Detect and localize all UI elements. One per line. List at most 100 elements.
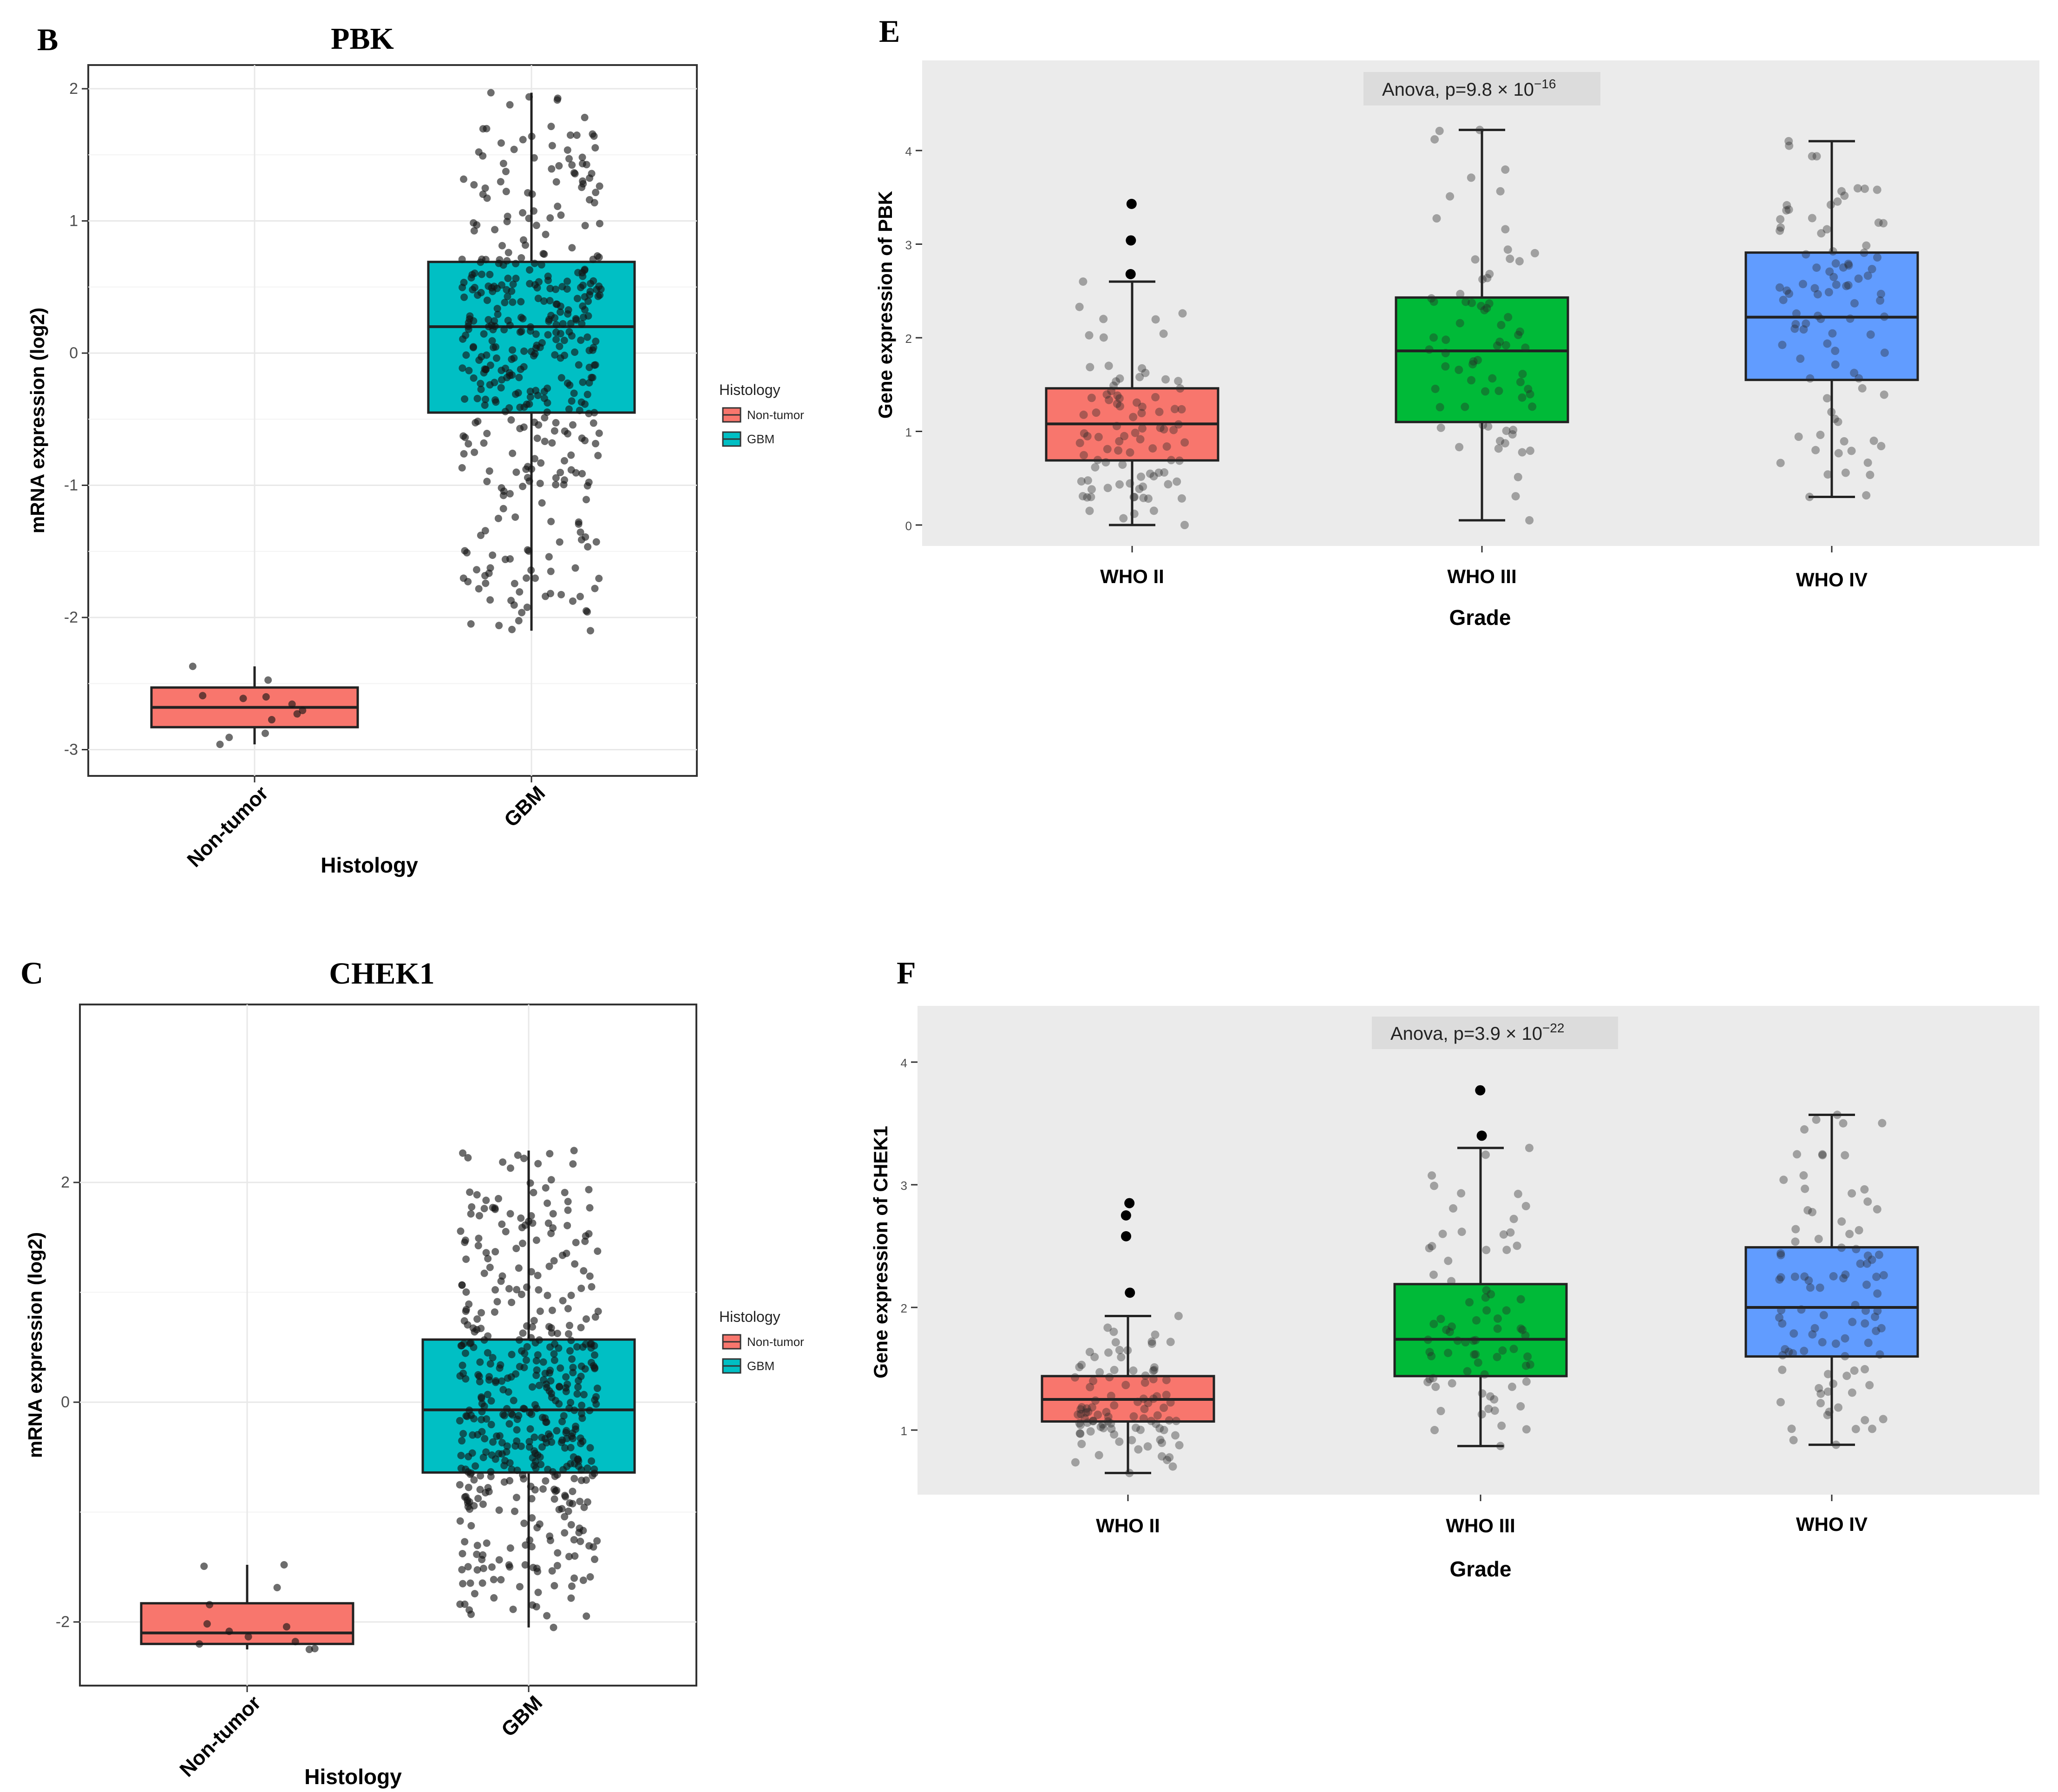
chart-e-who-ii-point — [1105, 395, 1114, 404]
chart-f-who-ii-point — [1071, 1458, 1080, 1467]
chart-e-who-ii-point — [1114, 446, 1123, 455]
chart-c-y-axis-label: mRNA expression (log2) — [24, 1232, 46, 1458]
chart-b-gbm-point — [553, 300, 561, 308]
chart-f-who-iii-point — [1423, 1378, 1432, 1386]
chart-f-who-iv-point — [1800, 1346, 1809, 1355]
chart-b-gbm-point — [477, 380, 485, 387]
chart-b-legend-title: Histology — [719, 381, 780, 398]
chart-c-gbm-point — [495, 1556, 503, 1564]
chart-b-gbm-point — [474, 417, 482, 425]
chart-c-gbm-point — [497, 1361, 505, 1369]
chart-f-who-iii-point — [1429, 1270, 1438, 1279]
chart-b-gbm-point — [525, 477, 533, 485]
chart-b-gbm-point — [526, 393, 534, 401]
chart-e-who-iii-point — [1456, 289, 1465, 298]
chart-c-gbm-point — [506, 1544, 514, 1552]
chart-f-who-iv-point — [1875, 1350, 1884, 1359]
chart-c-gbm-point — [537, 1460, 545, 1468]
chart-f-who-ii-point — [1149, 1375, 1158, 1384]
chart-c-gbm-point — [465, 1483, 472, 1491]
chart-f-who-iii-point — [1474, 1358, 1482, 1367]
chart-f-who-ii-point — [1174, 1312, 1183, 1320]
chart-b-gbm-point — [591, 584, 599, 592]
chart-c-gbm-point — [515, 1264, 523, 1272]
chart-b-gbm-point — [552, 335, 560, 343]
chart-e-who-iii-point — [1461, 402, 1469, 411]
chart-b-gbm-point — [509, 298, 517, 306]
chart-c-gbm-point — [474, 1242, 482, 1250]
chart-f-who-ii-point — [1081, 1408, 1090, 1417]
chart-e-who-iv-point — [1855, 374, 1863, 383]
chart-c-gbm-point — [487, 1397, 495, 1405]
chart-b-gbm-point — [497, 178, 505, 186]
chart-e-who-iv-point — [1776, 215, 1785, 224]
chart-f-who-iv-point — [1839, 1274, 1848, 1283]
chart-e-y-tick-label: 2 — [905, 332, 912, 346]
chart-c-gbm-point — [548, 1306, 556, 1314]
chart-c-gbm-point — [577, 1324, 585, 1332]
chart-c-non-tumor-point — [273, 1583, 281, 1591]
chart-b-gbm-point — [467, 620, 475, 628]
chart-b-gbm-point — [479, 190, 487, 198]
chart-f-who-ii-point — [1075, 1429, 1084, 1438]
chart-c-gbm-point — [521, 1350, 529, 1358]
chart-f-who-iii-point — [1493, 1314, 1502, 1323]
chart-b-gbm-point — [480, 439, 488, 447]
chart-f-who-iv-point — [1878, 1119, 1887, 1128]
chart-c-title: CHEK1 — [329, 957, 434, 991]
chart-b-gbm-point — [531, 350, 539, 358]
chart-f-who-iii-point — [1463, 1367, 1472, 1376]
chart-e-who-iii-point — [1475, 125, 1484, 134]
chart-b-gbm-point — [565, 405, 573, 413]
chart-e-who-iv-point — [1831, 347, 1840, 355]
chart-c-gbm-point — [566, 1347, 574, 1355]
chart-b-y-tick-label: -1 — [64, 477, 78, 494]
chart-e-who-iii-point — [1493, 341, 1501, 350]
chart-f-who-ii-point — [1149, 1366, 1158, 1375]
chart-c-gbm-point — [555, 1505, 563, 1513]
chart-e-who-ii-point — [1161, 375, 1170, 384]
chart-b-gbm-point — [576, 592, 584, 600]
chart-f-who-ii-point — [1115, 1438, 1124, 1446]
chart-f-who-ii-point — [1095, 1368, 1104, 1377]
chart-f-who-iv-point — [1877, 1324, 1886, 1333]
chart-c-gbm-point — [489, 1354, 497, 1362]
chart-f-who-iv-point — [1860, 1185, 1869, 1194]
chart-e-annotation-text: Anova, p=9.8 × 10−16 — [1382, 77, 1556, 100]
chart-e-who-iii-point — [1462, 297, 1470, 306]
chart-e-who-iii-point — [1467, 173, 1475, 182]
chart-e-who-iv-point — [1862, 491, 1871, 500]
chart-b-gbm-point — [560, 457, 568, 465]
chart-f-who-ii-point — [1107, 1392, 1115, 1400]
chart-b-gbm-point — [587, 280, 595, 288]
chart-b-gbm-point — [511, 390, 519, 398]
chart-e-who-iv-point — [1840, 191, 1849, 200]
chart-c-gbm-point — [539, 1358, 547, 1366]
chart-c-gbm-point — [520, 1405, 528, 1413]
chart-c-gbm-point — [497, 1576, 505, 1584]
chart-f-who-iii-point — [1430, 1426, 1439, 1435]
chart-b-gbm-point — [564, 146, 571, 154]
chart-f-who-iii-point — [1487, 1290, 1495, 1299]
chart-e-who-iii-point — [1479, 421, 1488, 430]
chart-e-who-iii-point — [1480, 306, 1489, 315]
chart-f-who-ii-point — [1076, 1429, 1085, 1438]
chart-f-y-tick-label: 4 — [901, 1056, 907, 1070]
chart-b-gbm-point — [557, 591, 565, 598]
chart-f-who-ii-point — [1156, 1436, 1165, 1444]
chart-e-y-tick-label: 3 — [905, 238, 912, 252]
chart-b-gbm-point — [533, 434, 541, 442]
chart-f-who-iv-point — [1874, 1250, 1883, 1259]
chart-c-gbm-point — [588, 1457, 596, 1465]
chart-e-who-iv-point — [1834, 417, 1842, 426]
chart-b-gbm-point — [590, 419, 597, 427]
chart-b-gbm-point — [520, 347, 528, 355]
chart-e-who-ii-point — [1138, 424, 1147, 433]
chart-f-who-iii-point — [1523, 1352, 1532, 1361]
chart-b-gbm-point — [470, 374, 478, 382]
chart-e-who-ii-point — [1177, 405, 1186, 414]
chart-f-who-ii-point — [1127, 1436, 1136, 1444]
chart-f-who-iii-point — [1430, 1182, 1439, 1190]
chart-f-who-iii-point — [1516, 1324, 1525, 1333]
chart-c-gbm-point — [476, 1358, 484, 1366]
